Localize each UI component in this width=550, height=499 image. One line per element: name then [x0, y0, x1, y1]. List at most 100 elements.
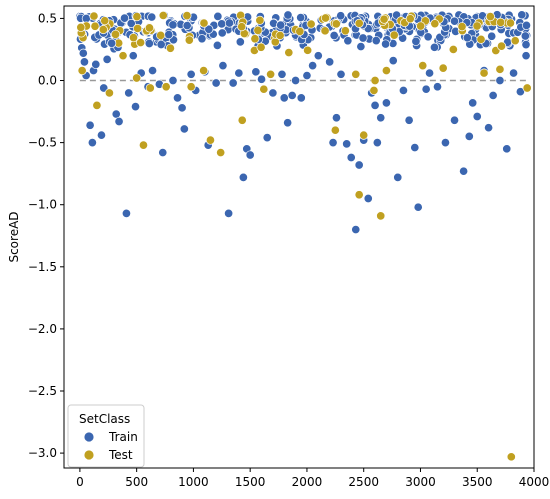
point-train: [156, 39, 166, 50]
point-test: [76, 22, 86, 32]
point-test: [331, 19, 341, 29]
point-train: [329, 30, 339, 41]
point-train: [411, 36, 421, 46]
x-tick-label: 1500: [235, 475, 266, 489]
point-train: [245, 150, 255, 160]
point-train: [228, 78, 238, 88]
point-test: [359, 130, 369, 140]
point-train: [410, 143, 420, 153]
point-test: [237, 22, 247, 32]
point-train: [81, 13, 91, 24]
point-train: [197, 34, 207, 44]
point-test: [418, 61, 428, 71]
point-test: [448, 44, 458, 55]
point-test: [237, 115, 247, 125]
point-test: [144, 23, 155, 33]
point-test: [205, 135, 215, 145]
point-train: [164, 30, 174, 40]
point-train: [472, 111, 482, 122]
point-train: [381, 39, 391, 49]
point-test: [118, 51, 128, 61]
point-test: [259, 84, 269, 94]
y-tick-label: 0.0: [38, 74, 57, 88]
point-train: [158, 147, 168, 158]
point-test: [156, 30, 166, 40]
point-train: [440, 138, 450, 148]
point-train: [328, 138, 338, 148]
point-train: [238, 172, 248, 182]
point-train: [99, 83, 109, 93]
point-train: [356, 42, 366, 52]
point-train: [87, 138, 97, 148]
point-test: [430, 19, 440, 29]
point-test: [295, 26, 305, 36]
point-test: [216, 147, 226, 158]
point-train: [381, 98, 391, 108]
y-tick-label: −1.0: [28, 198, 57, 212]
point-test: [182, 11, 192, 21]
point-train: [302, 70, 312, 81]
point-train: [126, 18, 136, 28]
point-test: [133, 23, 143, 34]
point-train: [119, 13, 130, 23]
point-train: [423, 32, 433, 42]
point-train: [484, 123, 494, 133]
x-tick-label: 1000: [178, 475, 209, 489]
point-train: [425, 68, 435, 78]
point-test: [506, 452, 516, 462]
point-test: [98, 25, 108, 35]
point-train: [217, 28, 227, 38]
point-test: [136, 38, 146, 48]
point-test: [255, 15, 265, 25]
point-test: [370, 75, 380, 86]
point-test: [320, 26, 330, 36]
point-train: [371, 36, 381, 46]
point-train: [521, 20, 532, 30]
point-test: [90, 21, 100, 31]
point-train: [211, 78, 221, 88]
legend-title: SetClass: [79, 412, 130, 426]
point-train: [521, 40, 531, 50]
point-test: [100, 16, 110, 26]
y-tick-label: −2.5: [28, 384, 57, 398]
point-train: [172, 93, 183, 103]
point-test: [320, 13, 331, 23]
point-train: [107, 38, 117, 48]
point-test: [199, 66, 209, 76]
point-train: [121, 208, 131, 218]
point-train: [144, 38, 154, 49]
point-test: [485, 12, 495, 22]
point-test: [510, 36, 520, 46]
point-train: [487, 31, 497, 41]
x-tick-label: 3000: [405, 475, 436, 489]
point-train: [204, 24, 214, 34]
point-train: [495, 75, 505, 86]
x-tick-label: 0: [76, 475, 84, 489]
point-train: [358, 33, 368, 43]
points-layer: [75, 10, 532, 462]
point-train: [224, 208, 234, 218]
point-train: [218, 61, 228, 71]
point-train: [79, 57, 89, 67]
point-test: [340, 26, 350, 36]
x-tick-label: 4000: [519, 475, 550, 489]
point-test: [522, 83, 532, 93]
legend-label-test: Test: [108, 448, 133, 462]
point-train: [186, 69, 196, 79]
point-train: [130, 102, 141, 112]
x-ticks: 0 500 1000 1500 2000 2500 3000 3500 4000: [76, 468, 549, 489]
point-test: [416, 21, 426, 31]
legend-marker-train: [83, 431, 95, 443]
point-test: [199, 18, 209, 28]
point-test: [376, 211, 386, 221]
point-train: [370, 100, 380, 110]
point-test: [496, 17, 506, 27]
point-train: [179, 124, 189, 134]
point-test: [472, 21, 482, 31]
point-test: [476, 34, 486, 44]
point-train: [376, 113, 386, 123]
point-train: [213, 11, 223, 21]
point-train: [520, 31, 530, 41]
point-train: [168, 75, 178, 86]
